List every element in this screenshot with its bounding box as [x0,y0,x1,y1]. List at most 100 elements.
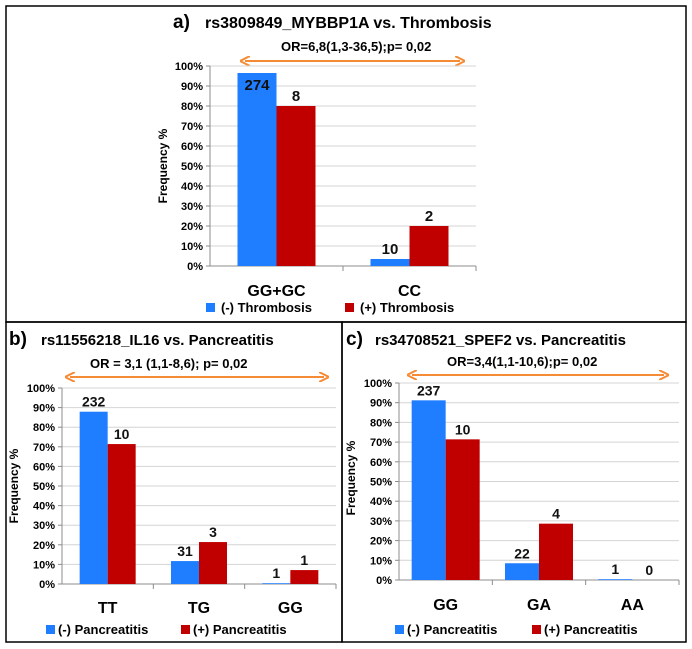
x-category-label: TG [188,600,210,617]
panel-b-chart: b) rs11556218_IL16 vs. Pancreatitis OR =… [7,329,337,637]
legend-swatch-minus [206,303,215,312]
bar-minus [171,561,199,584]
legend-label-minus: (-) Thrombosis [221,300,312,315]
y-tick-label: 50% [181,161,203,173]
bar-value-label: 10 [114,426,130,442]
bar-value-label: 1 [300,552,308,568]
panel-c-ylabel: Frequency % [344,440,358,515]
y-tick-label: 40% [370,496,392,508]
y-tick-label: 30% [370,516,392,528]
y-tick-label: 80% [33,422,55,434]
x-category-label: CC [398,283,422,300]
y-tick-label: 30% [33,520,55,532]
y-tick-label: 40% [33,501,55,513]
legend-swatch-minus [395,625,404,634]
bar-plus [276,106,316,266]
bar-plus [409,226,449,266]
y-tick-label: 50% [370,477,392,489]
x-category-label: GG+GC [247,283,306,300]
y-tick-label: 90% [370,398,392,410]
bar-minus [237,73,277,266]
y-tick-label: 40% [181,181,203,193]
y-tick-label: 10% [181,241,203,253]
bar-value-label: 8 [292,88,300,105]
bar-minus [411,400,446,580]
bar-minus [370,259,410,266]
bar-value-label: 4 [552,506,560,522]
y-tick-label: 30% [181,201,203,213]
panel-b-annotation: OR = 3,1 (1,1-8,6); p= 0,02 [90,356,248,371]
y-tick-label: 60% [33,461,55,473]
bar-minus [598,579,633,580]
y-tick-label: 90% [33,403,55,415]
panel-c-annotation: OR=3,4(1,1-10,6);p= 0,02 [447,354,597,369]
legend-label-plus: (+) Thrombosis [360,300,454,315]
bar-minus [79,411,108,584]
y-tick-label: 70% [33,442,55,454]
bar-value-label: 1 [611,561,619,577]
y-tick-label: 80% [181,101,203,113]
y-tick-label: 20% [33,540,55,552]
bar-plus [445,439,480,580]
bar-value-label: 2 [425,208,433,225]
y-tick-label: 100% [27,383,55,395]
panel-b-title: rs11556218_IL16 vs. Pancreatitis [41,332,274,349]
bar-minus [505,563,539,580]
bar-value-label: 10 [455,421,471,437]
legend-swatch-minus [46,625,55,634]
bar-value-label: 232 [82,394,106,410]
bar-value-label: 31 [177,543,193,559]
y-tick-label: 20% [181,221,203,233]
y-tick-label: 70% [370,437,392,449]
x-category-label: TT [98,600,118,617]
bar-value-label: 1 [272,565,280,581]
y-tick-label: 0% [187,261,203,273]
panel-a-ylabel: Frequency % [156,128,170,203]
panel-a-annotation: OR=6,8(1,3-36,5);p= 0,02 [281,39,431,54]
panel-c-chart: c) rs34708521_SPEF2 vs. Pancreatitis OR=… [344,329,680,637]
panel-b-ylabel: Frequency % [7,448,21,523]
y-tick-label: 90% [181,81,203,93]
x-category-label: GG [433,597,458,614]
bar-value-label: 3 [209,524,217,540]
legend-swatch-plus [181,625,190,634]
panel-c-label: c) [346,329,363,350]
legend-label-minus: (-) Pancreatitis [407,622,497,637]
y-tick-label: 0% [376,575,392,587]
bar-plus [199,542,227,584]
y-tick-label: 60% [370,457,392,469]
bar-plus [290,570,319,584]
panel-c-frame [341,321,687,643]
bar-value-label: 22 [514,545,530,561]
y-tick-label: 60% [181,141,203,153]
panel-a-title: rs3809849_MYBBP1A vs. Thrombosis [205,15,492,32]
x-category-label: GA [527,597,551,614]
bar-value-label: 274 [244,77,270,94]
bar-plus [539,523,573,580]
y-tick-label: 100% [364,378,392,390]
bar-value-label: 0 [645,562,653,578]
y-tick-label: 100% [175,61,203,73]
y-tick-label: 20% [370,536,392,548]
legend-swatch-plus [532,625,541,634]
legend-label-plus: (+) Pancreatitis [193,622,287,637]
bar-value-label: 10 [382,241,399,258]
y-tick-label: 80% [370,417,392,429]
legend-label-minus: (-) Pancreatitis [58,622,148,637]
panel-b-label: b) [9,329,27,350]
y-tick-label: 0% [39,579,55,591]
y-tick-label: 50% [33,481,55,493]
panel-a-label: a) [173,12,190,33]
legend-swatch-plus [345,303,354,312]
y-tick-label: 10% [370,555,392,567]
y-tick-label: 70% [181,121,203,133]
x-category-label: AA [621,597,645,614]
y-tick-label: 10% [33,559,55,571]
panel-a-chart: a) rs3809849_MYBBP1A vs. Thrombosis OR=6… [156,12,492,315]
bar-plus [107,444,136,584]
panel-c-title: rs34708521_SPEF2 vs. Pancreatitis [375,332,626,349]
legend-label-plus: (+) Pancreatitis [544,622,638,637]
bar-value-label: 237 [417,382,441,398]
x-category-label: GG [278,600,303,617]
